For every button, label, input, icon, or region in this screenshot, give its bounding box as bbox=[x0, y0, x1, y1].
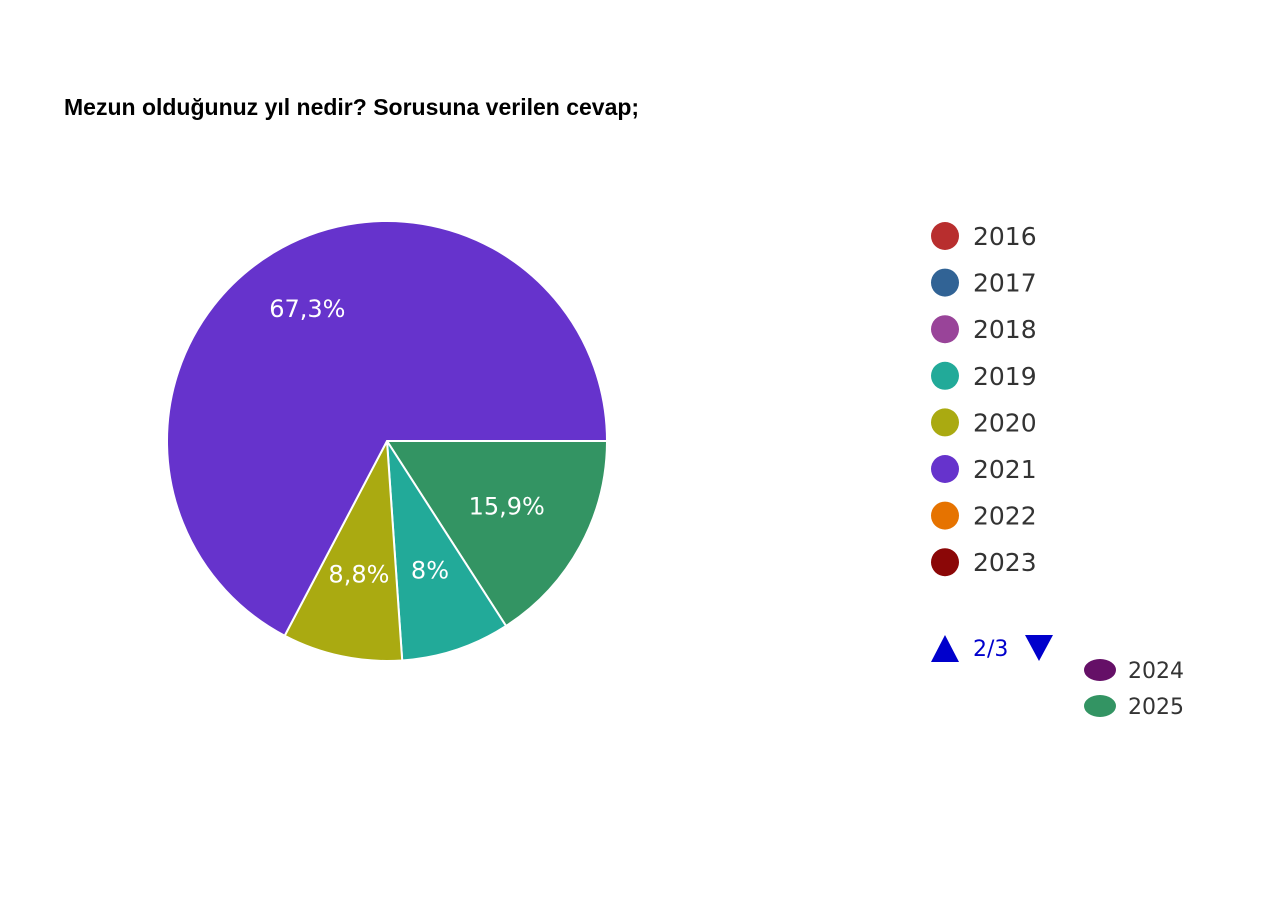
legend-swatch-2020 bbox=[931, 408, 959, 437]
legend-swatch-2017 bbox=[931, 268, 959, 297]
slice-label-2021: 67,3% bbox=[269, 295, 345, 323]
legend-label-2022: 2022 bbox=[973, 502, 1037, 531]
pager-up-arrow-icon[interactable] bbox=[931, 635, 959, 662]
pie-slices bbox=[166, 220, 609, 662]
overflow-legend: 2024 2025 bbox=[1084, 659, 1184, 720]
legend-swatch-2019 bbox=[931, 361, 959, 390]
slice-label-2020: 8,8% bbox=[328, 560, 389, 588]
legend-label-2020: 2020 bbox=[973, 408, 1037, 437]
legend-pager: 2/3 bbox=[931, 635, 1053, 662]
overflow-legend-label-2024: 2024 bbox=[1128, 659, 1184, 684]
overflow-legend-label-2025: 2025 bbox=[1128, 695, 1184, 720]
slice-label-2025: 15,9% bbox=[469, 492, 545, 520]
slice-label-2019: 8% bbox=[411, 556, 449, 584]
pie-slice-2025[interactable] bbox=[385, 440, 609, 628]
legend-label-2023: 2023 bbox=[973, 548, 1037, 577]
pie-slice-2019[interactable] bbox=[386, 440, 508, 662]
legend-label-2019: 2019 bbox=[973, 362, 1037, 391]
legend-swatch-2016 bbox=[931, 222, 959, 250]
overflow-legend-swatch-2025 bbox=[1084, 695, 1116, 717]
pie-slice-2020[interactable] bbox=[283, 437, 404, 662]
pie-slice-2021[interactable] bbox=[166, 220, 609, 638]
pager-down-arrow-icon[interactable] bbox=[1025, 635, 1053, 661]
legend-swatch-2023 bbox=[931, 548, 959, 577]
overflow-legend-swatch-2024 bbox=[1084, 659, 1116, 681]
legend-swatch-2018 bbox=[931, 315, 959, 344]
legend-swatch-2021 bbox=[931, 455, 959, 483]
legend-label-2017: 2017 bbox=[973, 269, 1037, 298]
legend-label-2018: 2018 bbox=[973, 315, 1037, 344]
legend-label-2021: 2021 bbox=[973, 455, 1037, 484]
legend: 2016 2017 2018 2019 2020 2021 2022 2023 bbox=[931, 222, 1037, 577]
pager-text: 2/3 bbox=[973, 637, 1008, 662]
pie-slice-labels: 15,9% 8% 8,8% 67,3% bbox=[269, 295, 545, 588]
chart-title: Mezun olduğunuz yıl nedir? Sorusuna veri… bbox=[64, 94, 640, 120]
legend-swatch-2022 bbox=[931, 501, 959, 530]
legend-label-2016: 2016 bbox=[973, 222, 1037, 251]
